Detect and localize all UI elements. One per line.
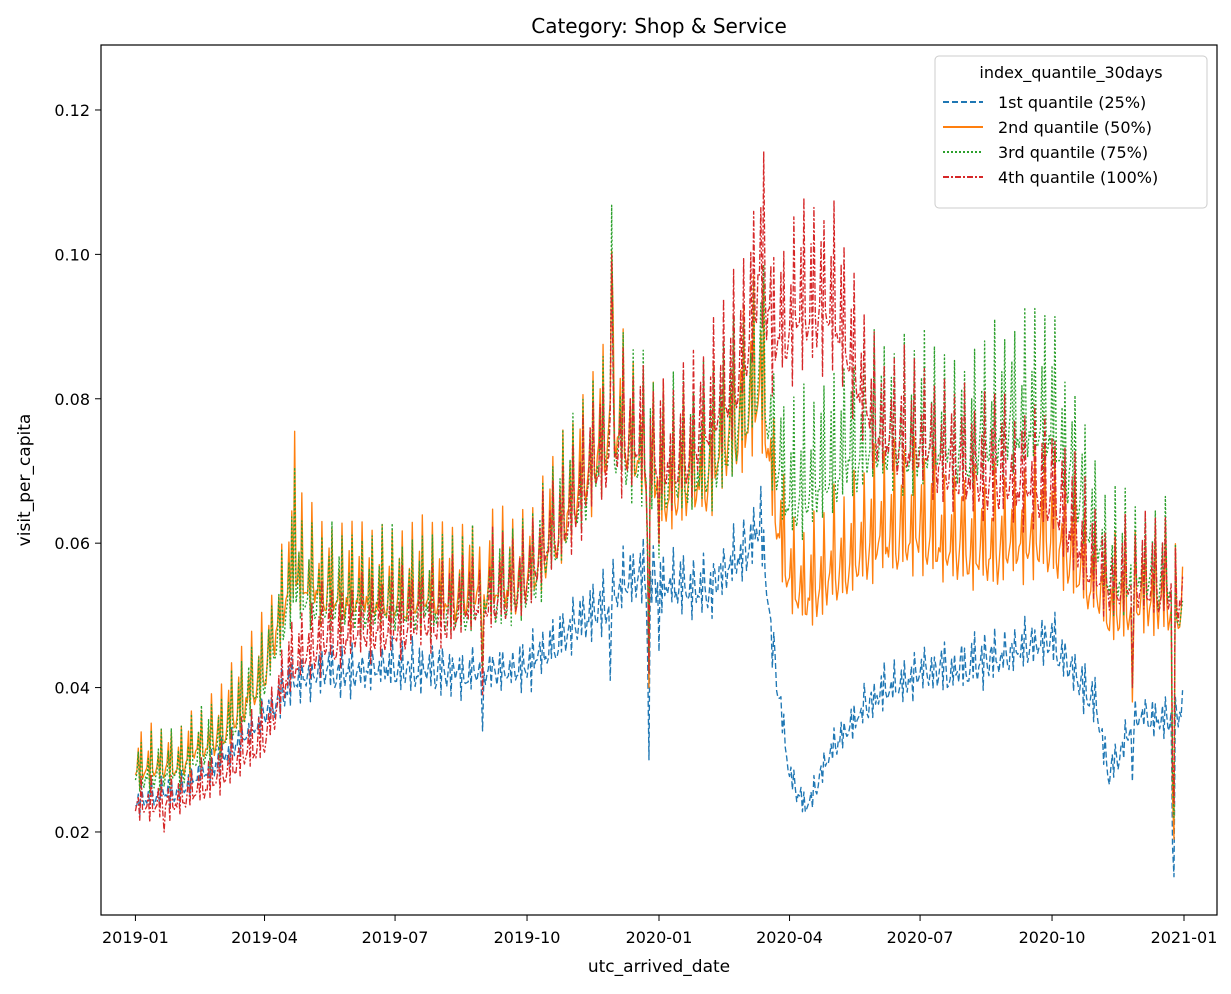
legend-title: index_quantile_30days (979, 63, 1162, 83)
x-tick-label: 2019-07 (362, 928, 429, 947)
legend-entry-label: 2nd quantile (50%) (998, 118, 1152, 137)
x-tick-label: 2021-01 (1151, 928, 1218, 947)
x-axis-label: utc_arrived_date (588, 957, 730, 977)
y-tick-label: 0.12 (54, 101, 90, 120)
legend-items: 1st quantile (25%) 2nd quantile (50%) 3rd … (943, 93, 1158, 187)
x-tick-label: 2020-01 (626, 928, 693, 947)
series-line (134, 150, 1184, 833)
y-tick-label: 0.04 (54, 679, 90, 698)
x-tick-label: 2020-10 (1019, 928, 1086, 947)
legend-entry-label: 3rd quantile (75%) (998, 143, 1148, 162)
series-layer (134, 150, 1184, 878)
x-tick-label: 2019-04 (231, 928, 298, 947)
x-axis: 2019-01 2019-04 2019-07 2019-10 2020-01 2020-… (102, 915, 1217, 947)
chart-title: Category: Shop & Service (531, 14, 787, 38)
series-line (135, 485, 1184, 878)
x-tick-label: 2020-07 (887, 928, 954, 947)
y-tick-label: 0.02 (54, 823, 90, 842)
legend-entry-label: 4th quantile (100%) (998, 168, 1158, 187)
y-axis: 0.02 0.04 0.06 0.08 0.10 0.12 (54, 101, 101, 842)
legend: index_quantile_30days 1st quantile (25%)… (934, 55, 1208, 209)
y-tick-label: 0.08 (54, 390, 90, 409)
y-axis-label: visit_per_capita (15, 414, 35, 547)
x-tick-label: 2020-04 (756, 928, 823, 947)
legend-entry-label: 1st quantile (25%) (998, 93, 1146, 112)
y-tick-label: 0.10 (54, 245, 90, 264)
series-line (134, 204, 1184, 819)
y-tick-label: 0.06 (54, 534, 90, 553)
x-tick-label: 2019-10 (494, 928, 561, 947)
legend-box (934, 55, 1208, 209)
x-tick-label: 2019-01 (102, 928, 169, 947)
